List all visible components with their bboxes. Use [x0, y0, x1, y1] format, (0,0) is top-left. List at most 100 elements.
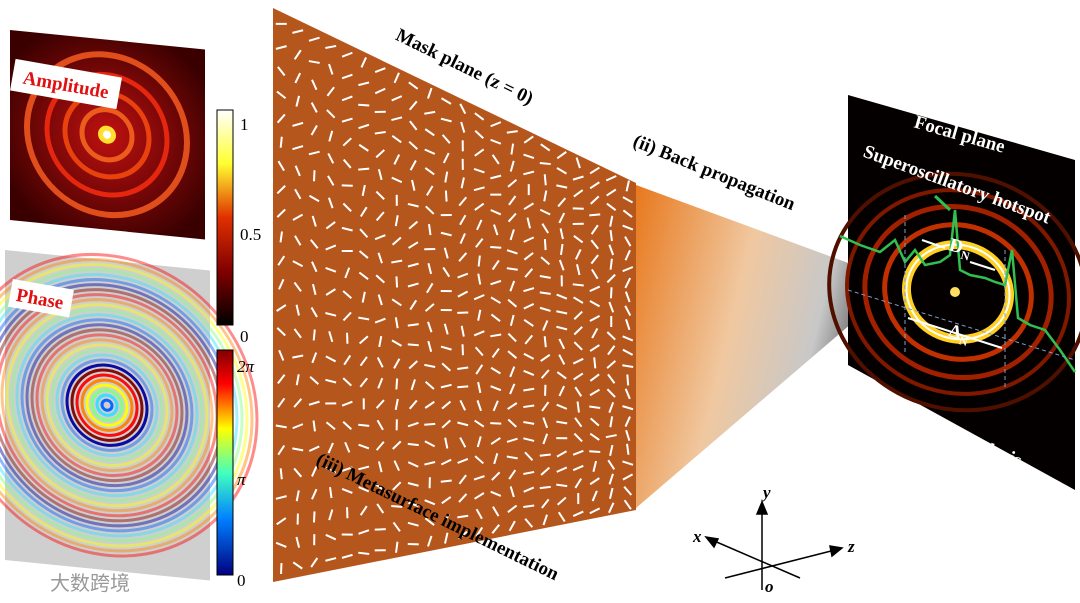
meta-atom — [325, 221, 336, 230]
meta-atom — [292, 213, 304, 221]
meta-atom — [625, 319, 631, 331]
meta-atom — [358, 443, 370, 450]
meta-atom — [424, 422, 436, 426]
meta-atom — [589, 344, 600, 352]
meta-atom — [541, 498, 550, 509]
meta-atom — [508, 195, 517, 206]
meta-atom — [608, 301, 615, 313]
meta-atom — [589, 315, 601, 322]
meta-atom — [295, 536, 301, 548]
meta-atom — [457, 366, 469, 370]
meta-atom — [606, 360, 617, 369]
meta-atom — [589, 388, 600, 397]
meta-atom — [473, 330, 485, 337]
ring — [827, 171, 1080, 413]
meta-atom — [426, 185, 434, 196]
meta-atom — [476, 219, 483, 231]
meta-atom — [539, 485, 551, 490]
meta-atom — [589, 166, 600, 175]
meta-atom — [410, 379, 416, 391]
meta-atom — [490, 313, 501, 322]
meta-atom — [624, 388, 631, 400]
meta-atom — [393, 358, 401, 369]
meta-atom — [524, 451, 534, 461]
ring — [15, 313, 199, 498]
meta-atom — [543, 190, 548, 202]
meta-atom — [374, 528, 386, 531]
meta-atom — [276, 517, 287, 526]
meta-atom — [490, 174, 502, 180]
hotspot-arrow — [933, 194, 952, 212]
meta-atom — [624, 305, 632, 317]
y-axis-label: y — [761, 483, 771, 502]
ring — [60, 358, 154, 452]
meta-atom — [276, 113, 286, 124]
meta-atom — [605, 175, 617, 182]
meta-atom — [392, 481, 402, 491]
meta-atom — [473, 167, 485, 174]
ring — [45, 343, 169, 468]
ring — [24, 51, 190, 219]
meta-atom — [442, 266, 451, 278]
meta-atom — [526, 217, 532, 229]
meta-atom — [376, 419, 384, 431]
meta-atom — [622, 460, 634, 466]
meta-atom — [341, 466, 353, 472]
meta-atom — [394, 215, 399, 227]
colorbar-tick: 0.5 — [240, 225, 261, 244]
meta-atom — [477, 255, 481, 267]
meta-atom — [292, 354, 304, 359]
meta-atom — [277, 374, 286, 385]
meta-atom — [589, 405, 601, 409]
ring — [905, 243, 1011, 341]
meta-atom — [441, 97, 452, 105]
meta-atom — [440, 479, 452, 483]
meta-atom — [626, 443, 630, 455]
meta-atom — [509, 280, 516, 292]
meta-atom — [573, 310, 583, 320]
d-arrow — [921, 239, 946, 249]
meta-atom — [589, 450, 601, 454]
meta-atom — [378, 335, 383, 348]
meta-atom — [311, 261, 318, 273]
meta-atom — [622, 335, 634, 342]
meta-atom — [490, 246, 502, 249]
meta-atom — [442, 513, 450, 525]
d-sub: N — [959, 248, 971, 264]
ring — [0, 257, 254, 553]
meta-atom — [375, 190, 385, 200]
meta-atom — [609, 287, 613, 299]
meta-atom — [539, 162, 551, 166]
meta-atom — [391, 259, 403, 264]
ring — [845, 188, 1071, 396]
meta-atom — [342, 377, 352, 387]
meta-atom — [559, 228, 564, 240]
meta-atom — [294, 165, 301, 177]
meta-atom — [608, 473, 614, 485]
meta-atom — [506, 249, 518, 255]
meta-atom — [523, 352, 535, 360]
meta-atom — [394, 317, 399, 329]
meta-atom — [574, 417, 583, 428]
meta-atom — [374, 67, 386, 74]
meta-atom — [523, 153, 535, 160]
meta-atom — [440, 345, 452, 351]
meta-atom — [441, 134, 451, 144]
meta-atom — [523, 287, 535, 293]
meta-atom — [543, 238, 547, 251]
meta-atom — [607, 373, 616, 384]
meta-atom — [424, 440, 436, 448]
meta-atom — [325, 557, 337, 562]
meta-atom — [308, 60, 320, 64]
meta-atom — [310, 306, 318, 318]
meta-atom — [424, 303, 435, 312]
meta-atom — [540, 256, 551, 266]
meta-atom — [556, 151, 567, 160]
meta-atom — [325, 533, 337, 541]
meta-atom — [294, 188, 302, 200]
meta-atom — [605, 434, 617, 439]
meta-atom — [358, 143, 369, 152]
meta-atom — [540, 143, 551, 152]
meta-atom — [477, 273, 482, 285]
